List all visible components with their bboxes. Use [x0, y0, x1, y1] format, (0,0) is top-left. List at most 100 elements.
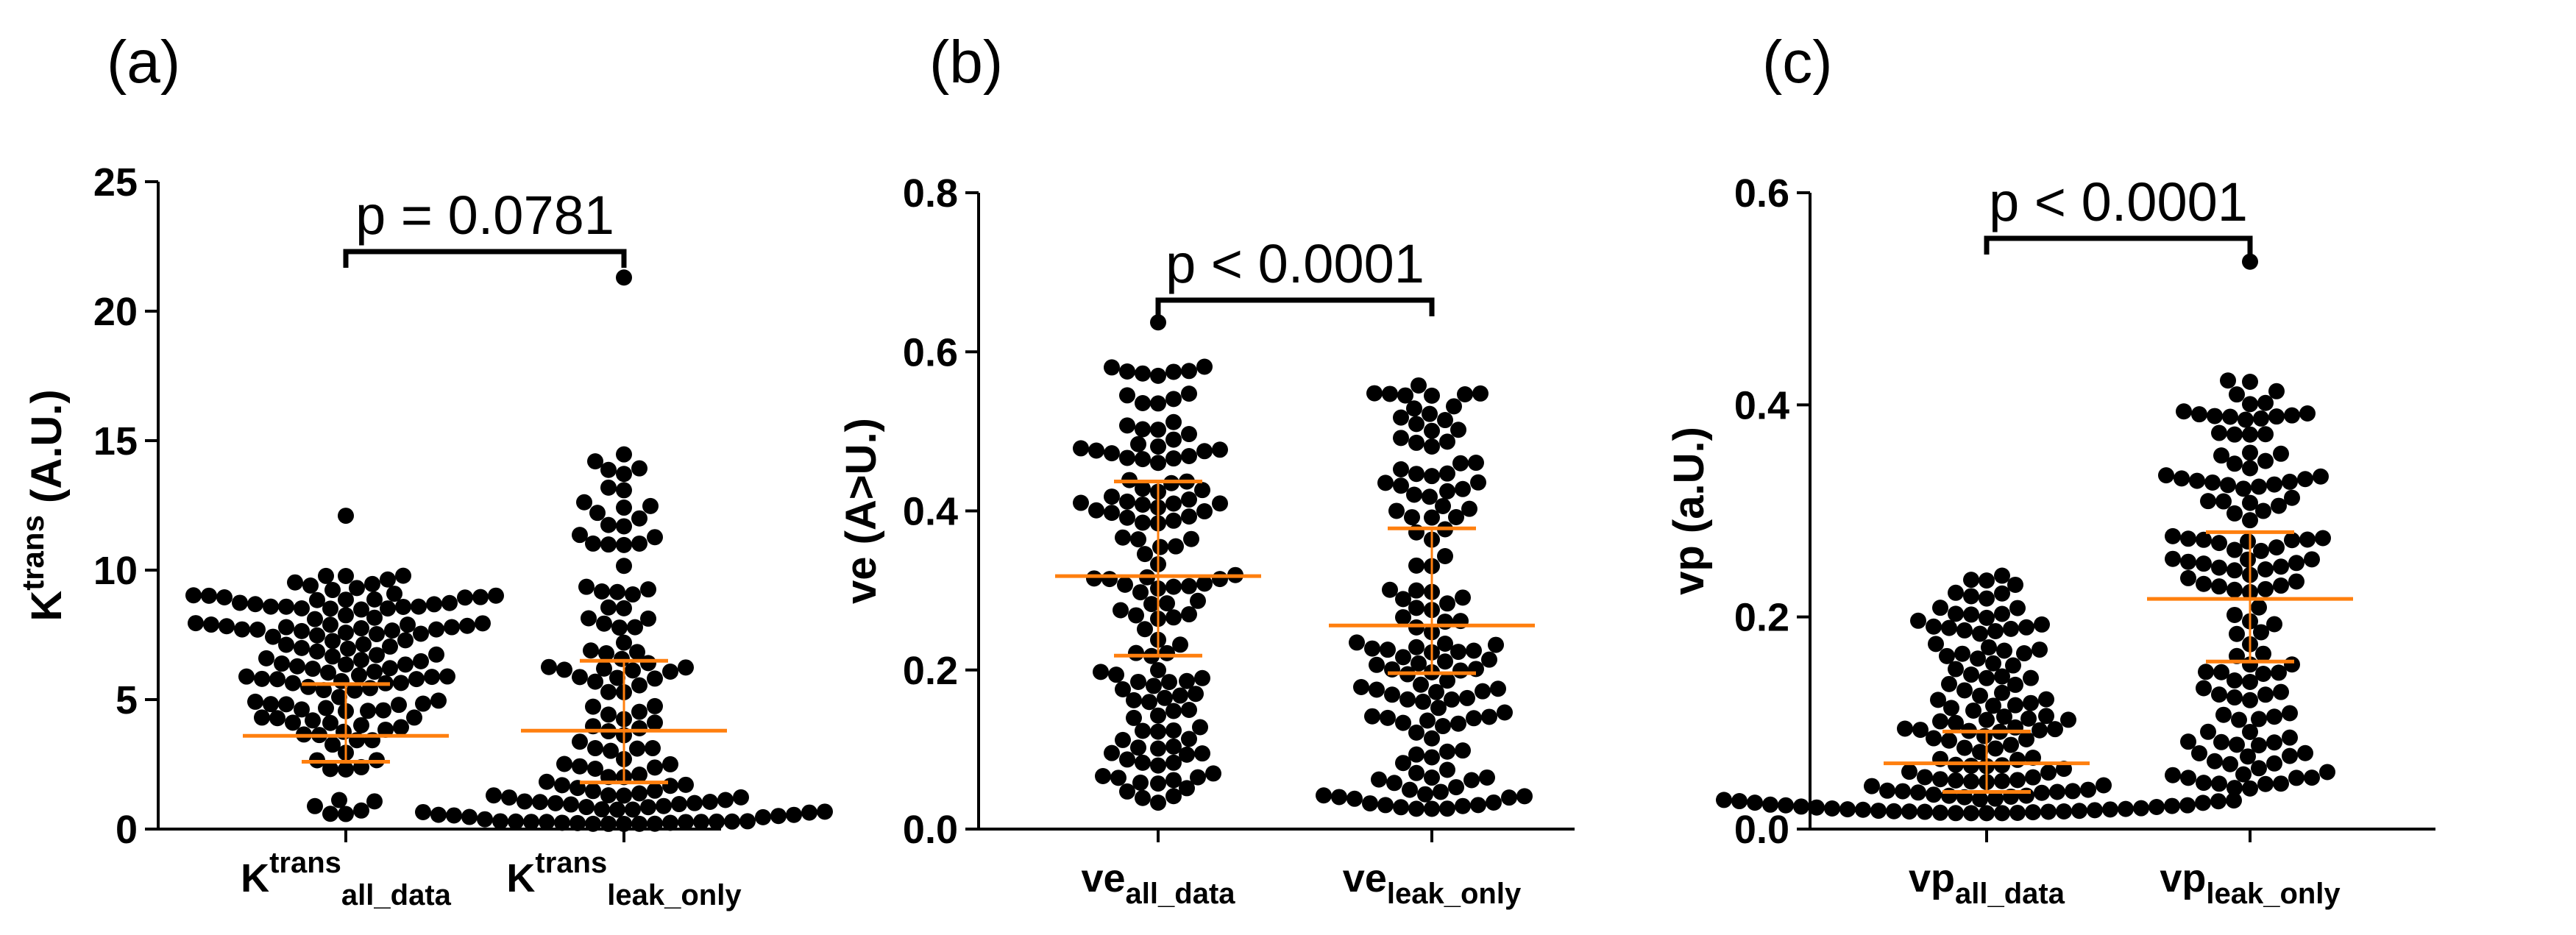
data-point — [338, 607, 354, 624]
data-point — [2211, 424, 2227, 441]
data-point — [1088, 502, 1104, 519]
data-point — [1963, 805, 1979, 822]
data-point — [2207, 408, 2223, 424]
data-point — [1437, 548, 1453, 565]
data-point — [678, 776, 694, 793]
data-point — [1926, 786, 1942, 803]
data-point — [1424, 468, 1440, 485]
data-point — [411, 598, 427, 615]
data-point — [415, 695, 431, 712]
data-point — [1192, 719, 1208, 736]
data-point — [1165, 450, 1182, 467]
data-point — [1159, 595, 1175, 612]
data-point — [1115, 529, 1131, 546]
data-point — [1979, 711, 1995, 728]
data-point — [1165, 578, 1182, 595]
data-point — [1353, 678, 1369, 695]
data-point — [2226, 672, 2243, 689]
data-point — [2268, 383, 2285, 399]
data-point — [1150, 707, 1166, 724]
data-point — [583, 642, 599, 659]
data-point — [1406, 400, 1422, 417]
data-point — [1932, 771, 1948, 788]
data-point — [631, 677, 647, 694]
data-point — [1380, 709, 1396, 726]
data-point — [2018, 787, 2034, 804]
data-point — [616, 518, 632, 535]
panel-3: (c) 0.0 0.2 0.4 0.6 vpall_data vpleak_only vp (… — [1665, 29, 2435, 910]
data-point — [232, 594, 248, 611]
data-point — [2211, 686, 2227, 703]
data-point — [2211, 775, 2227, 792]
data-point — [1455, 589, 1471, 606]
category-label: veall_data — [1081, 856, 1235, 910]
data-point — [1196, 503, 1213, 520]
data-point — [459, 617, 475, 634]
data-point — [539, 773, 555, 790]
data-point — [2200, 723, 2216, 740]
data-point — [1366, 385, 1383, 402]
data-point — [594, 583, 610, 600]
data-point — [2080, 781, 2096, 798]
data-point — [1380, 641, 1396, 658]
data-point — [1172, 687, 1188, 704]
data-point — [1424, 422, 1440, 439]
data-point — [1115, 731, 1131, 748]
data-point — [294, 622, 310, 639]
data-point — [1369, 681, 1385, 698]
data-point — [2038, 708, 2054, 725]
data-point — [2315, 530, 2331, 547]
data-point — [1165, 772, 1182, 789]
data-point — [475, 615, 491, 632]
data-point — [1150, 314, 1166, 331]
data-point — [1419, 712, 1436, 729]
data-point — [1128, 607, 1144, 624]
data-point — [1747, 794, 1763, 811]
data-point — [1886, 803, 1902, 820]
data-point — [1115, 680, 1131, 697]
data-point — [2196, 775, 2212, 792]
data-point — [1135, 421, 1151, 438]
data-point — [1430, 700, 1447, 717]
data-point — [702, 794, 718, 811]
data-point — [247, 596, 263, 613]
data-point — [1165, 609, 1182, 626]
data-point — [662, 663, 678, 680]
data-point — [563, 796, 579, 813]
data-point — [2284, 407, 2300, 424]
data-point — [2273, 683, 2289, 700]
data-point — [2196, 680, 2212, 697]
data-point — [1393, 461, 1409, 477]
data-point — [1190, 769, 1206, 786]
data-point — [1970, 650, 1986, 667]
data-point — [2180, 769, 2196, 786]
data-point — [1912, 722, 1929, 739]
data-point — [369, 625, 385, 642]
data-point — [2257, 426, 2274, 443]
data-point — [428, 646, 444, 663]
data-point — [1439, 465, 1455, 482]
data-point — [1212, 571, 1228, 588]
data-point — [1424, 509, 1440, 526]
data-point — [1395, 649, 1411, 666]
data-point — [1386, 775, 1402, 792]
data-point — [1384, 686, 1400, 703]
data-point — [1481, 651, 1497, 668]
data-point — [1408, 619, 1424, 636]
data-point — [2257, 775, 2274, 792]
data-point — [539, 814, 555, 831]
data-point — [1119, 493, 1135, 510]
data-point — [1435, 718, 1451, 735]
data-point — [1395, 755, 1411, 772]
data-point — [338, 624, 354, 641]
data-point — [2210, 793, 2226, 810]
data-point — [1956, 622, 1973, 639]
data-point — [1954, 645, 1970, 662]
data-point — [2032, 641, 2048, 658]
data-point — [413, 653, 429, 669]
data-point — [2016, 645, 2032, 662]
data-point — [1778, 797, 1794, 814]
data-point — [353, 601, 369, 618]
data-point — [1985, 655, 2001, 672]
data-point — [364, 575, 380, 592]
